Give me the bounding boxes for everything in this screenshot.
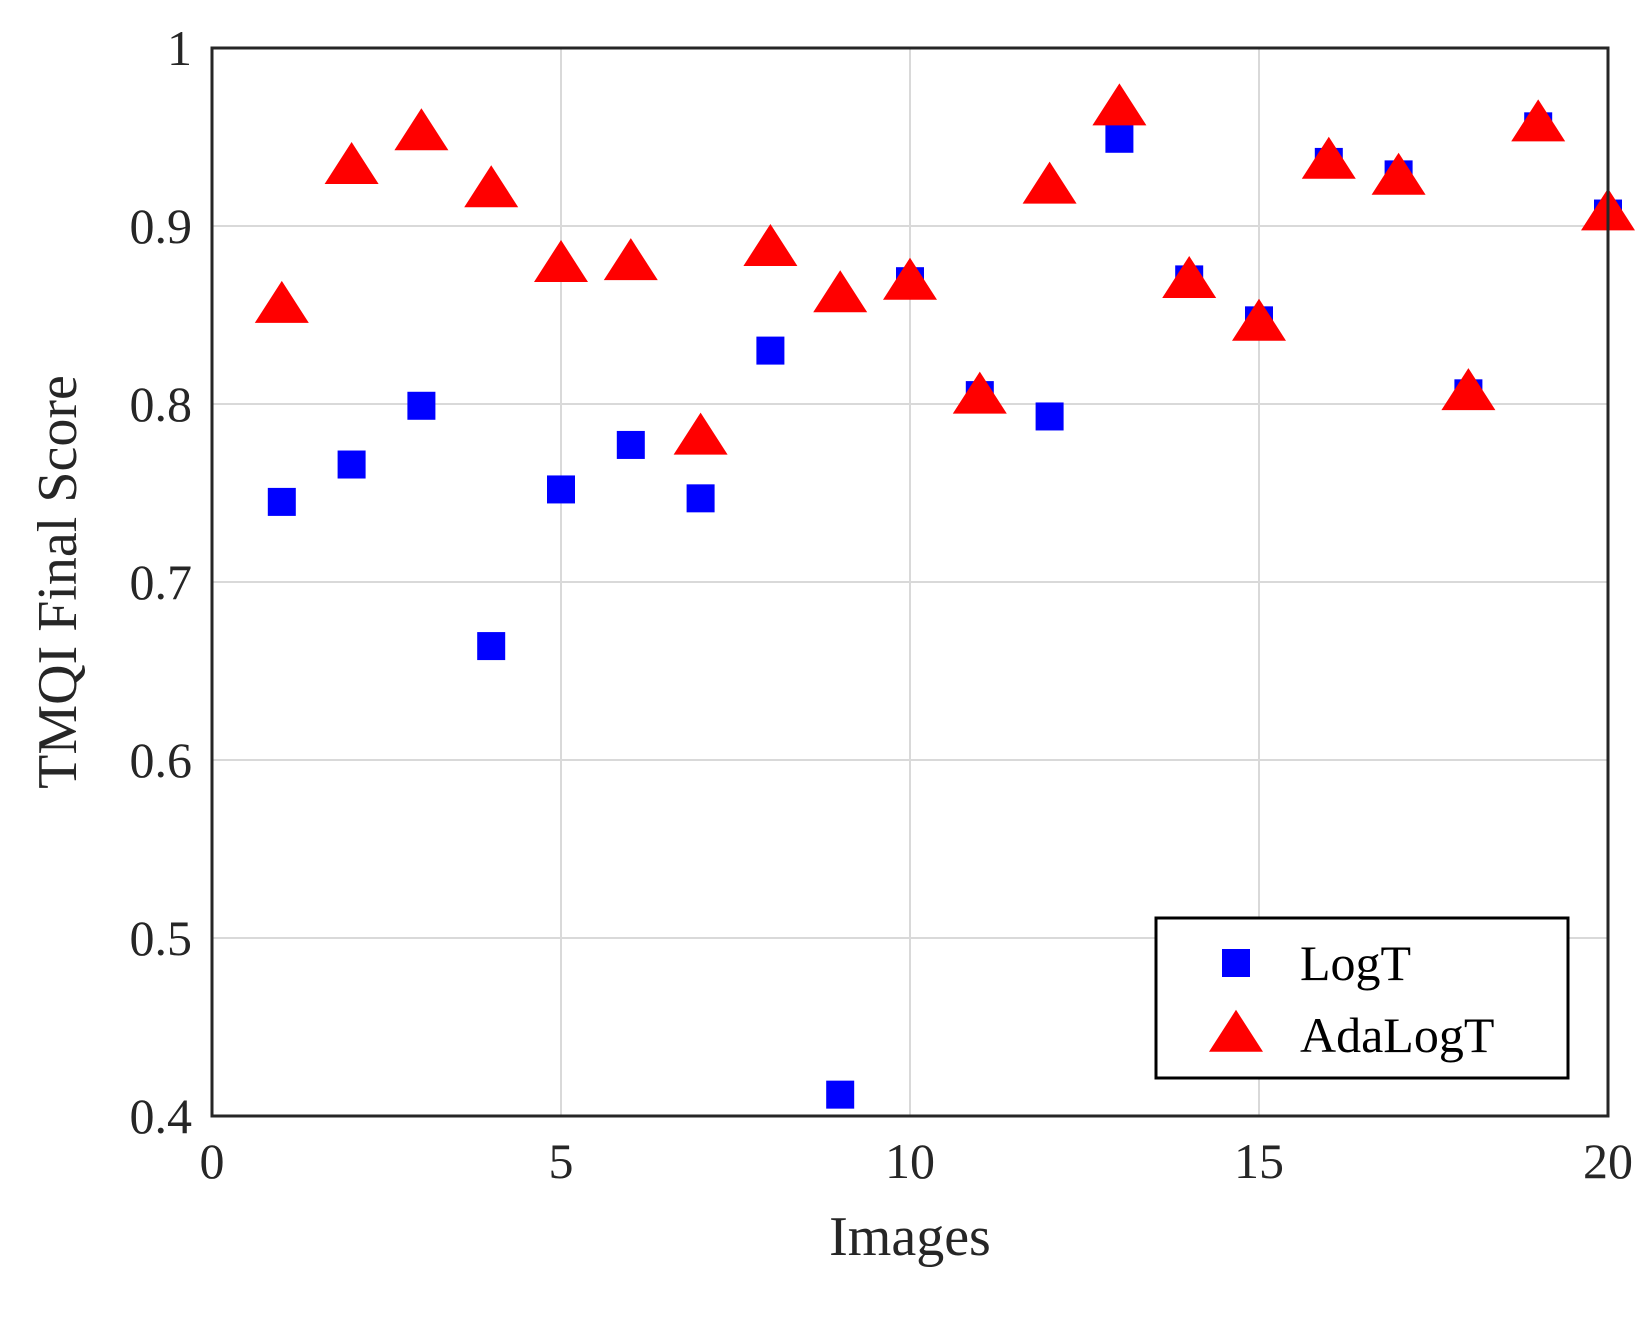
x-tick-label: 10	[885, 1133, 935, 1189]
legend: LogT AdaLogT	[1154, 916, 1570, 1080]
legend-square-icon	[1222, 949, 1250, 977]
y-tick-label: 0.7	[130, 554, 193, 610]
legend-triangle-icon	[1209, 1009, 1263, 1052]
x-tick-label: 5	[549, 1133, 574, 1189]
legend-box	[1154, 916, 1570, 1080]
legend-label: AdaLogT	[1300, 1007, 1494, 1063]
logt-point	[267, 487, 296, 516]
logt-point	[826, 1080, 855, 1109]
x-tick-label: 15	[1234, 1133, 1284, 1189]
adalogt-point	[324, 142, 379, 185]
legend-label: LogT	[1300, 935, 1411, 991]
tick-labels: 0 5 10 15 20 0.4 0.5 0.6 0.7 0.8 0.9 1	[130, 20, 1634, 1189]
adalogt-point	[1441, 368, 1496, 411]
y-tick-label: 0.5	[130, 910, 193, 966]
x-tick-label: 0	[200, 1133, 225, 1189]
adalogt-point	[813, 270, 868, 313]
adalogt-point	[952, 371, 1007, 414]
y-axis-title: TMQI Final Score	[27, 375, 89, 789]
grid-lines	[212, 48, 1608, 1116]
logt-point	[1035, 402, 1064, 431]
y-tick-label: 0.4	[130, 1088, 193, 1144]
adalogt-point	[1232, 298, 1286, 341]
logt-point	[1105, 124, 1134, 153]
adalogt-point	[673, 412, 728, 455]
adalogt-point	[1371, 152, 1426, 195]
adalogt-point	[1301, 136, 1356, 179]
logt-point	[547, 475, 575, 504]
adalogt-point	[883, 257, 937, 300]
adalogt-point	[394, 108, 449, 151]
logt-point	[407, 391, 436, 420]
adalogt-point	[534, 239, 588, 282]
y-tick-label: 0.9	[130, 198, 193, 254]
y-tick-label: 0.6	[130, 732, 193, 788]
adalogt-point	[1162, 255, 1217, 298]
adalogt-point	[464, 165, 519, 208]
adalogt-point	[1022, 161, 1077, 204]
adalogt-point	[1092, 83, 1147, 126]
logt-point	[616, 430, 645, 459]
y-tick-label: 1	[167, 20, 192, 76]
logt-point	[686, 484, 715, 513]
y-tick-label: 0.8	[130, 376, 193, 432]
logt-point	[756, 336, 785, 365]
adalogt-point	[743, 223, 798, 266]
plot-area-frame	[210, 46, 1610, 1118]
logt-point	[337, 450, 366, 479]
adalogt-point	[254, 280, 309, 323]
x-axis-title: Images	[829, 1206, 991, 1268]
adalogt-point	[603, 238, 658, 281]
x-tick-label: 20	[1583, 1133, 1633, 1189]
adalogt-point	[1511, 99, 1566, 142]
logt-point	[477, 632, 506, 661]
